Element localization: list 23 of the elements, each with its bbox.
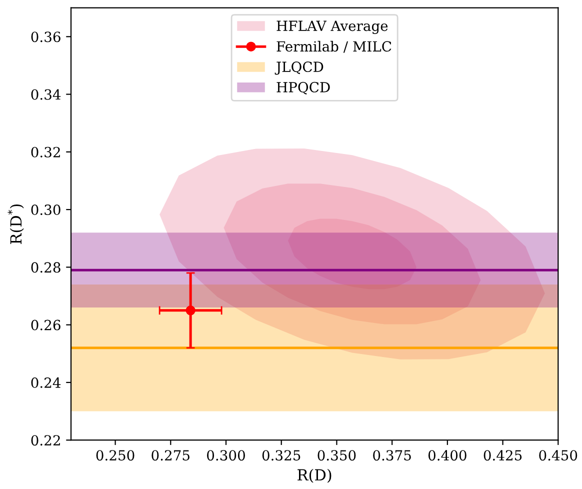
- legend-label: HPQCD: [276, 82, 330, 94]
- x-tick-label: 0.450: [539, 450, 578, 461]
- legend-label: HFLAV Average: [276, 20, 388, 34]
- legend-label: JLQCD: [274, 62, 324, 75]
- x-tick-label: 0.350: [318, 450, 356, 461]
- y-tick-label: 0.30: [31, 204, 60, 216]
- y-tick-label: 0.28: [31, 262, 60, 273]
- x-tick-label: 0.325: [262, 450, 300, 461]
- y-tick-label: 0.34: [31, 89, 61, 100]
- x-tick-label: 0.250: [96, 450, 134, 461]
- x-axis-title: R(D): [298, 468, 332, 483]
- y-tick-label: 0.22: [31, 435, 60, 446]
- x-tick-label: 0.300: [207, 450, 245, 461]
- y-tick-label: 0.26: [31, 320, 60, 330]
- x-tick-label: 0.425: [484, 450, 522, 461]
- y-tick-label: 0.36: [31, 32, 60, 42]
- legend-label: Fermilab / MILC: [276, 40, 392, 53]
- y-tick-label: 0.24: [31, 377, 61, 388]
- x-tick-label: 0.275: [152, 450, 190, 461]
- y-axis-title: R(D$^{*}$): [8, 204, 24, 244]
- y-tick-label: 0.32: [31, 146, 60, 158]
- x-tick-label: 0.400: [428, 450, 466, 461]
- x-tick-label: 0.375: [373, 450, 411, 461]
